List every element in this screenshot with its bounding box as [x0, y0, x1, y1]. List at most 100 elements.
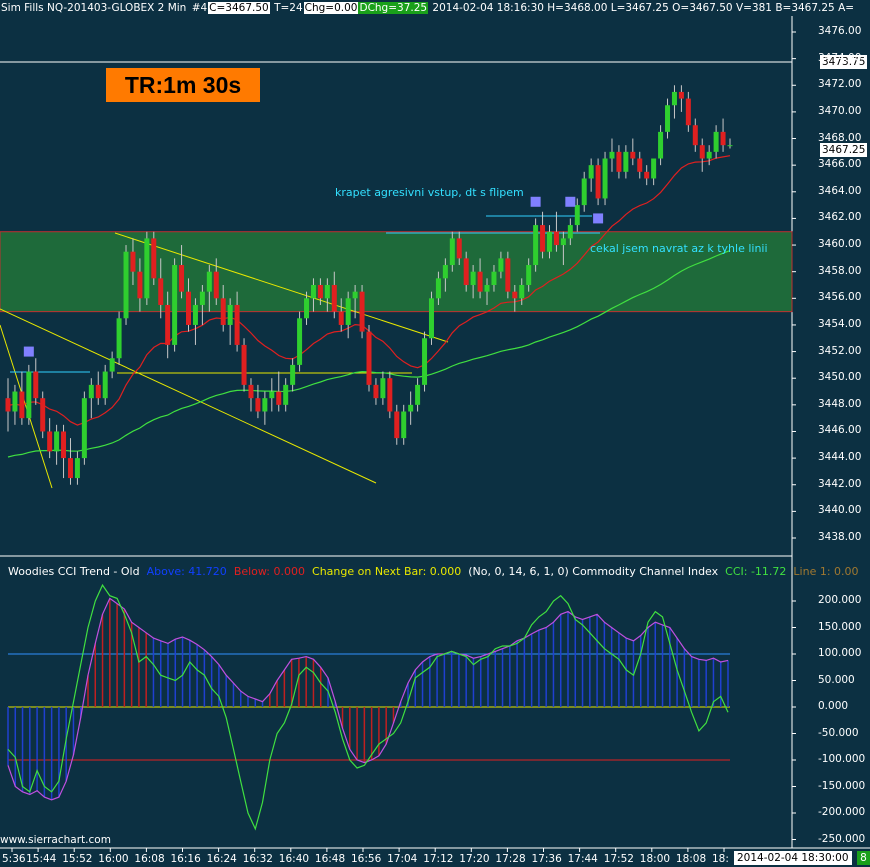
indicator-params: (No, 0, 14, 6, 1, 0): [468, 565, 569, 578]
candle-body: [88, 384, 94, 399]
price-tick-label: 3446.00: [818, 424, 862, 437]
candle-body: [54, 431, 60, 452]
trendline-steep: [0, 324, 53, 489]
price-tick-label: 3458.00: [818, 264, 862, 277]
candle-body: [678, 91, 684, 99]
candle-body: [144, 238, 150, 299]
candle-body: [553, 231, 559, 246]
candle-body: [116, 318, 122, 359]
candle-body: [130, 251, 136, 272]
time-tick-label: 16:24: [206, 853, 237, 865]
candle-body: [317, 285, 323, 299]
time-tick-label: 15:52: [62, 853, 93, 865]
time-tick-label: 18:08: [675, 853, 707, 865]
annotation-wait: cekal jsem navrat az k tyhle linii: [590, 242, 768, 255]
indicator-above: Above: 41.720: [146, 565, 227, 578]
candle-body: [574, 205, 580, 226]
indicator-name: Woodies CCI Trend - Old: [8, 565, 140, 578]
candle-body: [206, 271, 212, 292]
candle-body: [595, 165, 601, 199]
time-tick-label: 16:16: [170, 853, 201, 865]
time-remaining-badge: TR:1m 30s: [106, 68, 260, 102]
candle-body: [623, 151, 629, 172]
candle-body: [297, 318, 303, 365]
candle-body: [19, 391, 25, 419]
candle-body: [47, 431, 53, 452]
candle-body: [283, 384, 289, 405]
price-tick-label: 3454.00: [818, 317, 862, 330]
candle-body: [435, 278, 441, 299]
price-tick-label: 3470.00: [818, 104, 862, 117]
indicator-below: Below: 0.000: [233, 565, 306, 578]
time-tick-label: 17:20: [459, 853, 490, 865]
time-tick-label: 16:08: [134, 853, 165, 865]
price-tick-label: 3444.00: [818, 451, 862, 464]
candle-body: [533, 225, 539, 266]
price-tick-label: 3456.00: [818, 291, 862, 304]
time-tick-label: 17:44: [567, 853, 598, 865]
price-tick-label: 3476.00: [818, 25, 862, 37]
trade-marker: [565, 196, 576, 207]
candle-body: [165, 304, 171, 345]
candle-body: [602, 158, 608, 199]
candle-body: [248, 384, 254, 399]
candle-body: [442, 265, 448, 279]
candle-body: [304, 298, 310, 319]
time-tick-label: 5:36: [2, 853, 26, 865]
candle-body: [616, 151, 622, 172]
candle-body: [352, 291, 358, 299]
turbo-cci-line: [7, 583, 729, 831]
price-tick-label: 3452.00: [818, 344, 862, 357]
annotation-entry: krapet agresivni vstup, dt s flipem: [335, 186, 524, 199]
candle-body: [387, 378, 393, 412]
candle-body: [449, 238, 455, 266]
time-tick-label: 17:28: [495, 853, 526, 865]
price-tick-label: 3438.00: [818, 531, 862, 543]
candle-body: [685, 98, 691, 126]
time-tick-label: 16:00: [98, 853, 129, 865]
candle-body: [665, 105, 671, 132]
trade-marker: [23, 346, 34, 357]
candle-body: [95, 384, 101, 399]
price-tick-label: 3462.00: [818, 211, 862, 224]
price-tick-label: 3474.00: [818, 51, 862, 64]
candle-body: [26, 371, 32, 419]
candle-body: [428, 298, 434, 339]
candle-body: [227, 304, 233, 325]
candle-body: [179, 265, 185, 292]
candle-body: [220, 298, 226, 325]
candle-body: [463, 258, 469, 285]
indicator-change-next: Change on Next Bar: 0.000: [312, 565, 462, 578]
candle-body: [484, 285, 490, 292]
candle-body: [692, 125, 698, 146]
candle-body: [394, 411, 400, 439]
candle-body: [186, 291, 191, 325]
candle-body: [81, 398, 87, 459]
candle-body: [491, 271, 497, 285]
candle-body: [519, 285, 525, 299]
candle-body: [241, 344, 247, 385]
price-tick-label: 3468.00: [818, 131, 862, 144]
candle-body: [588, 165, 594, 179]
candle-body: [637, 158, 643, 172]
change-value: Chg=0.00: [303, 2, 359, 14]
candle-body: [456, 238, 462, 259]
candle-body: [373, 384, 379, 399]
candle-body: [359, 291, 365, 332]
candle-body: [5, 398, 11, 412]
candle-body: [310, 285, 316, 299]
candle-body: [401, 411, 407, 439]
candle-body: [505, 258, 511, 292]
candle-body: [151, 238, 157, 279]
candle-body: [547, 231, 552, 252]
cci-tick-label: 50.000: [818, 673, 855, 686]
price-tick-label: 3460.00: [818, 238, 862, 251]
candle-body: [12, 391, 18, 412]
candle-body: [408, 404, 414, 412]
candle-body: [415, 384, 421, 405]
cci-tick-label: -200.000: [818, 806, 866, 818]
cci-value: CCI: -11.72: [725, 565, 787, 578]
green-badge: 8: [857, 851, 870, 865]
trendline-lower: [0, 308, 377, 484]
